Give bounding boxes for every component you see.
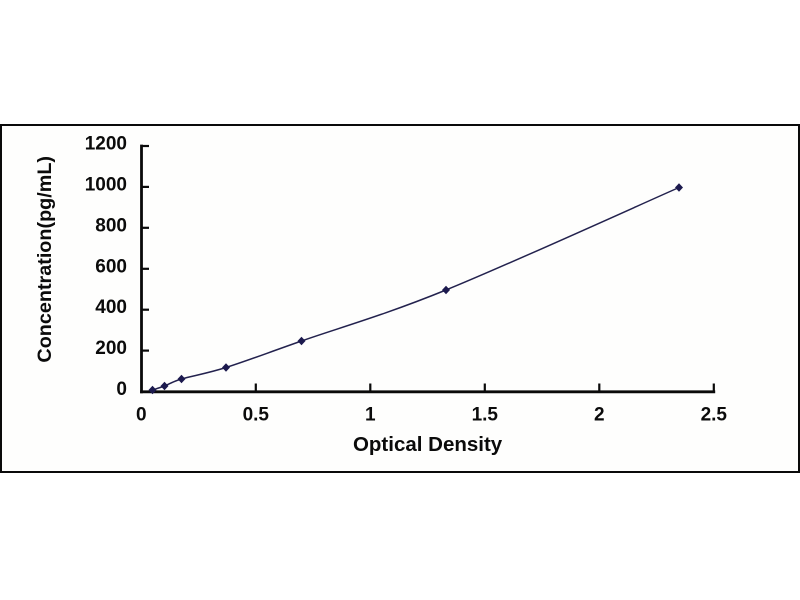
svg-text:600: 600	[95, 256, 127, 277]
svg-text:400: 400	[95, 297, 127, 318]
svg-text:Concentration(pg/mL): Concentration(pg/mL)	[34, 156, 56, 363]
svg-text:0.5: 0.5	[243, 405, 270, 426]
svg-text:2.5: 2.5	[701, 405, 728, 426]
svg-text:1000: 1000	[85, 174, 127, 195]
svg-text:Optical Density: Optical Density	[353, 433, 503, 456]
svg-text:800: 800	[95, 215, 127, 236]
svg-text:200: 200	[95, 338, 127, 359]
svg-text:0: 0	[136, 405, 147, 426]
svg-text:0: 0	[116, 379, 127, 400]
svg-text:1: 1	[365, 405, 376, 426]
svg-text:1.5: 1.5	[472, 405, 499, 426]
svg-text:2: 2	[594, 405, 605, 426]
svg-text:1200: 1200	[85, 134, 127, 155]
